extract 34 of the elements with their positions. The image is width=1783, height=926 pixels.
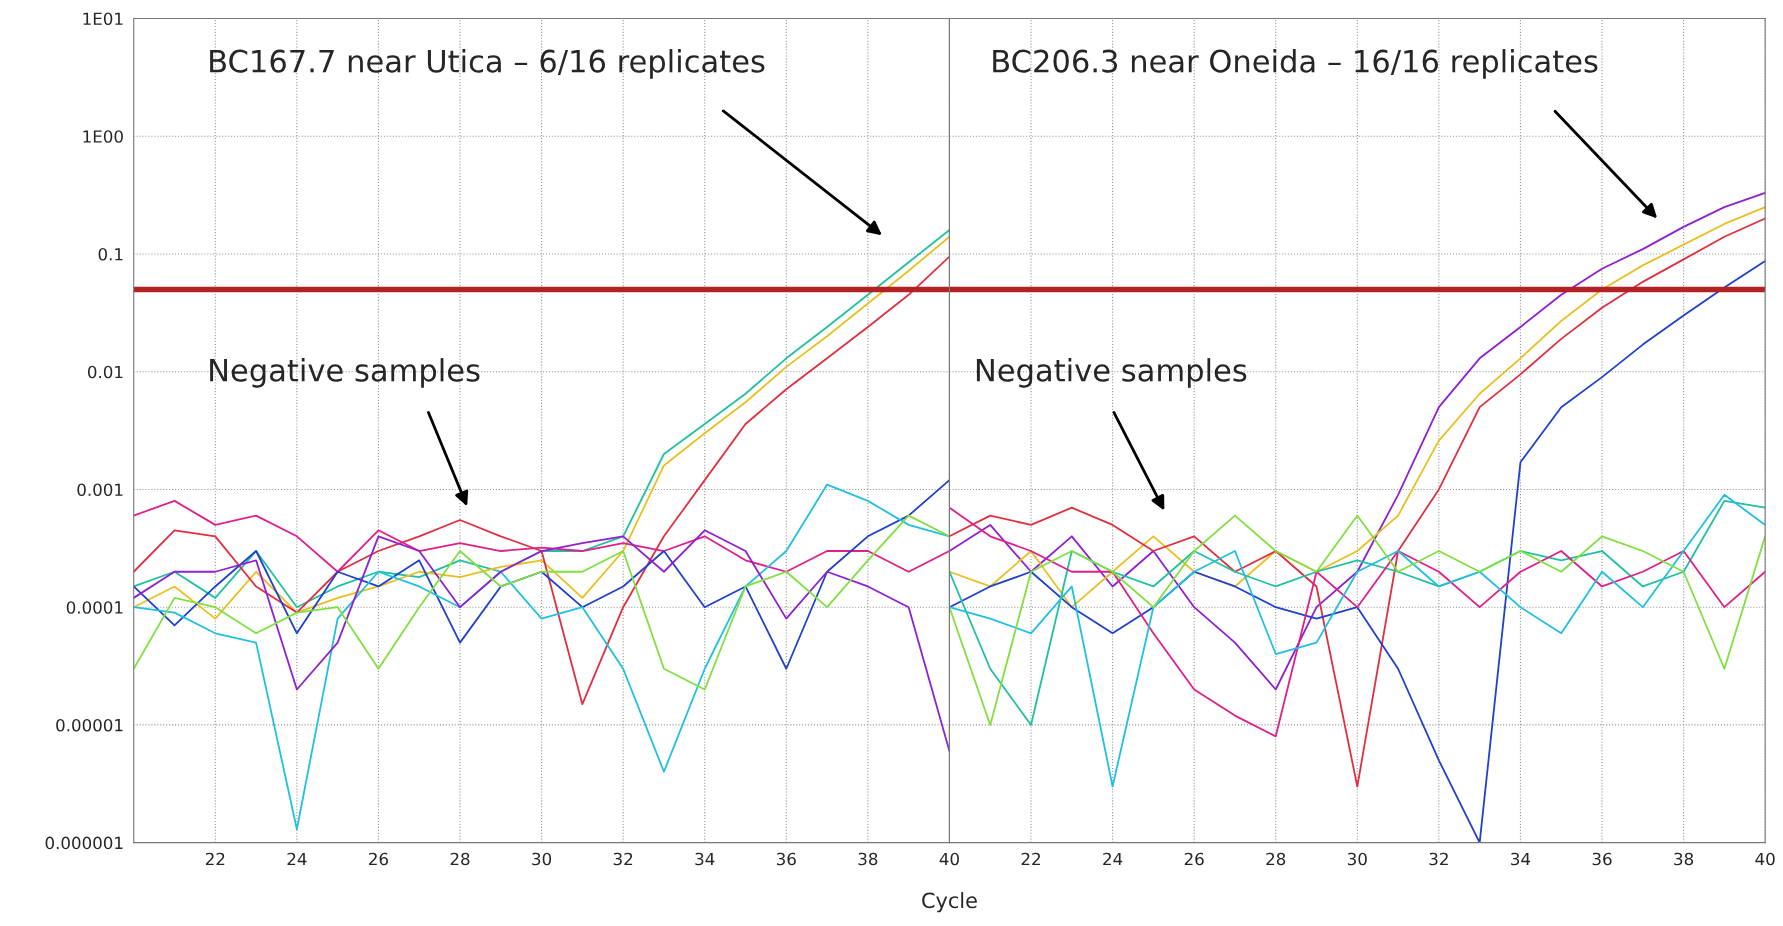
- y-tick-label: 1E00: [83, 130, 123, 143]
- line-series: [133, 499, 950, 573]
- x-tick-label: 24: [1103, 852, 1123, 866]
- x-tick-label: 22: [1021, 852, 1040, 866]
- y-tick-label: 0.001: [77, 483, 123, 497]
- x-tick-label: 26: [369, 852, 388, 866]
- x-tick-label: 28: [1266, 852, 1286, 866]
- x-tick-label: 30: [532, 852, 552, 866]
- x-tick-label: 32: [1429, 852, 1448, 866]
- y-tick-label: 0.000001: [45, 836, 123, 850]
- annotation: Negative samples: [976, 358, 1247, 388]
- x-tick-label: 38: [1674, 852, 1694, 866]
- y-tick-label: 0.0001: [66, 601, 123, 614]
- x-tick-label: 26: [1184, 852, 1204, 866]
- x-tick-label: 40: [1755, 852, 1775, 866]
- x-tick-label: 28: [450, 852, 470, 866]
- y-tick-label: 1E01: [83, 12, 123, 26]
- x-axis-title: Cycle: [922, 892, 977, 913]
- x-tick-label: 38: [858, 852, 878, 866]
- annotation: BC167.7 near Utica – 6/16 replicates: [210, 49, 765, 79]
- x-tick-label: 34: [695, 852, 715, 866]
- y-tick-label: 0.00001: [56, 718, 123, 732]
- y-tick-label: 0.01: [87, 365, 123, 379]
- x-tick-label: 34: [1511, 852, 1531, 866]
- x-tick-label: 32: [613, 852, 633, 866]
- annotation: Negative samples: [210, 358, 480, 388]
- x-tick-label: 36: [776, 852, 796, 866]
- x-tick-label: 40: [939, 852, 959, 866]
- annotation: BC206.3 near Oneida – 16/16 replicates: [993, 49, 1598, 79]
- y-tick-label: 0.1: [98, 247, 123, 261]
- x-tick-label: 24: [287, 852, 307, 866]
- x-tick-label: 36: [1592, 852, 1612, 866]
- x-tick-label: 22: [205, 852, 225, 866]
- x-tick-label: 30: [1347, 852, 1367, 866]
